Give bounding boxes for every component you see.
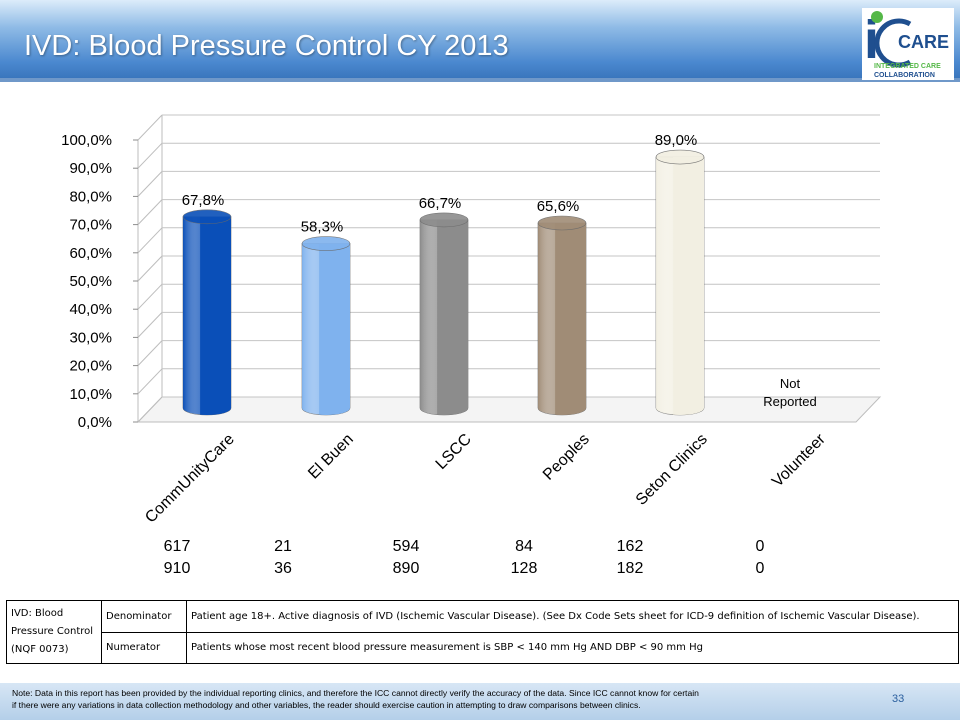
numerator-count: 0: [755, 538, 765, 555]
bar-top: [301, 236, 351, 251]
gridline-depth: [137, 340, 163, 366]
bar-chart: 0,0% 10,0% 20,0% 30,0% 40,0% 50,0% 60,0% 70,0% 8…: [61, 114, 882, 527]
data-label: 67,8%: [182, 192, 225, 209]
denominator-label: Denominator: [101, 600, 187, 633]
bar-top: [419, 212, 469, 228]
logo-line-2: COLLABORATION: [874, 72, 935, 79]
gridline-depth: [137, 171, 163, 197]
gridline-depth: [137, 199, 163, 225]
x-category-label: CommUnityCare: [142, 431, 238, 527]
numerator-count: 84: [515, 538, 533, 555]
title-bar: [0, 0, 960, 78]
bar-top: [537, 215, 587, 231]
data-label: 58,3%: [301, 219, 344, 236]
measure-name-line: Pressure Control: [11, 626, 94, 637]
numerator-row: Numerator Patients whose most recent blo…: [7, 631, 959, 664]
icare-logo: i CARE INTEGRATED CARE COLLABORATION: [862, 8, 954, 80]
numerator-counts-row: 617 21 594 84 162 0: [0, 538, 960, 558]
data-label: 66,7%: [419, 195, 462, 212]
measure-name-line: IVD: Blood: [11, 608, 64, 619]
gridline-depth: [137, 283, 163, 310]
y-tick-label: 20,0%: [69, 358, 112, 375]
numerator-count: 594: [392, 538, 420, 555]
y-tick-label: 80,0%: [69, 188, 112, 205]
y-tick-label: 50,0%: [69, 273, 112, 290]
logo-arc: [874, 18, 912, 68]
gridline-depth: [137, 114, 163, 141]
gridline-depth: [137, 368, 163, 395]
data-disclaimer-note: Note: Data in this report has been provi…: [12, 687, 892, 711]
numerator-label: Numerator: [101, 631, 187, 664]
denominator-counts-row: 910 36 890 128 182 0: [0, 560, 960, 580]
numerator-count: 21: [274, 538, 292, 555]
bar-shading: [656, 157, 704, 415]
denominator-row: IVD: Blood Pressure Control (NQF 0073) D…: [6, 600, 959, 664]
y-tick-label: 100,0%: [61, 132, 112, 149]
numerator-count: 162: [616, 538, 644, 555]
gridline-depth: [137, 396, 163, 423]
measure-name-line: (NQF 0073): [11, 644, 69, 655]
x-category-label: Peoples: [540, 431, 593, 484]
bar-shading: [538, 223, 586, 415]
gridline-depth: [137, 255, 163, 282]
title-bar-divider: [0, 78, 960, 82]
denominator-count: 0: [755, 560, 765, 577]
bar-shading: [183, 216, 231, 415]
footer-bar: [0, 683, 960, 720]
gridline-depth: [137, 227, 163, 254]
gridline-depth: [137, 142, 163, 169]
y-tick-label: 90,0%: [69, 160, 112, 177]
y-tick-label: 40,0%: [69, 301, 112, 318]
note-line: if there were any variations in data col…: [12, 700, 641, 710]
gridline-depth: [137, 312, 163, 338]
numerator-definition: Patients whose most recent blood pressur…: [186, 631, 959, 664]
not-reported-label: Reported: [763, 394, 816, 409]
data-label: 89,0%: [655, 132, 698, 149]
denominator-count: 890: [392, 560, 420, 577]
y-tick-label: 0,0%: [78, 414, 112, 431]
not-reported-label: Not: [780, 376, 801, 391]
logo-letter-i: i: [864, 10, 879, 70]
denominator-count: 128: [510, 560, 538, 577]
page-title: IVD: Blood Pressure Control CY 2013: [24, 30, 509, 62]
logo-line-1: INTEGRATED CARE: [874, 63, 941, 70]
measure-definition-table: IVD: Blood Pressure Control (NQF 0073) D…: [6, 600, 959, 664]
x-category-label: LSCC: [433, 431, 475, 473]
logo-dot: [871, 11, 883, 23]
x-category-label: Seton Clinics: [633, 431, 711, 509]
denominator-count: 182: [616, 560, 644, 577]
bar-shading: [420, 219, 468, 415]
denominator-count: 36: [274, 560, 292, 577]
bar-top: [655, 149, 705, 165]
numerator-count: 617: [163, 538, 191, 555]
data-label: 65,6%: [537, 198, 580, 215]
measure-name-cell: IVD: Blood Pressure Control (NQF 0073): [6, 600, 102, 664]
bar-top: [182, 209, 232, 225]
y-tick-label: 70,0%: [69, 217, 112, 234]
y-tick-label: 10,0%: [69, 386, 112, 403]
x-category-label: Volunteer: [769, 430, 829, 490]
denominator-definition: Patient age 18+. Active diagnosis of IVD…: [186, 600, 959, 633]
x-category-label: El Buen: [305, 431, 357, 483]
logo-care-text: CARE: [898, 32, 949, 52]
page-number: 33: [892, 693, 905, 705]
note-line: Note: Data in this report has been provi…: [12, 688, 699, 698]
y-tick-label: 60,0%: [69, 245, 112, 262]
denominator-count: 910: [163, 560, 191, 577]
bar-shading: [302, 243, 350, 415]
y-tick-label: 30,0%: [69, 329, 112, 346]
